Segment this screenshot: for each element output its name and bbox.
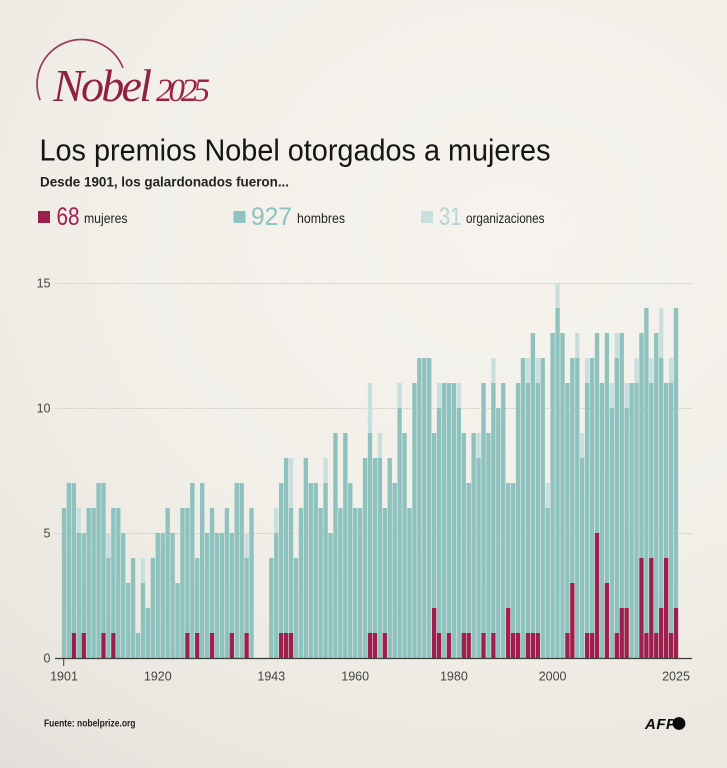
svg-text:Desde 1901, los galardonados f: Desde 1901, los galardonados fueron... [40,174,289,190]
svg-text:1901: 1901 [50,670,78,684]
svg-text:Nobel: Nobel [52,60,152,111]
svg-text:hombres: hombres [297,210,345,226]
svg-text:2025: 2025 [156,73,210,109]
svg-text:10: 10 [37,402,51,416]
svg-text:1943: 1943 [257,670,285,684]
svg-text:organizaciones: organizaciones [466,210,545,226]
svg-text:68: 68 [57,203,80,231]
svg-text:927: 927 [251,203,292,231]
svg-text:mujeres: mujeres [84,210,128,226]
svg-text:2000: 2000 [539,670,567,684]
svg-text:15: 15 [37,277,51,291]
svg-text:1980: 1980 [440,670,468,684]
svg-text:Fuente: nobelprize.org: Fuente: nobelprize.org [44,718,136,730]
svg-text:0: 0 [44,652,51,666]
svg-text:5: 5 [44,527,51,541]
svg-text:1920: 1920 [144,670,172,684]
svg-text:2025: 2025 [662,670,690,684]
svg-text:AFP: AFP [644,716,677,733]
svg-text:31: 31 [439,203,462,231]
svg-text:Los premios Nobel otorgados a: Los premios Nobel otorgados a mujeres [40,133,551,168]
svg-text:1960: 1960 [341,670,369,684]
